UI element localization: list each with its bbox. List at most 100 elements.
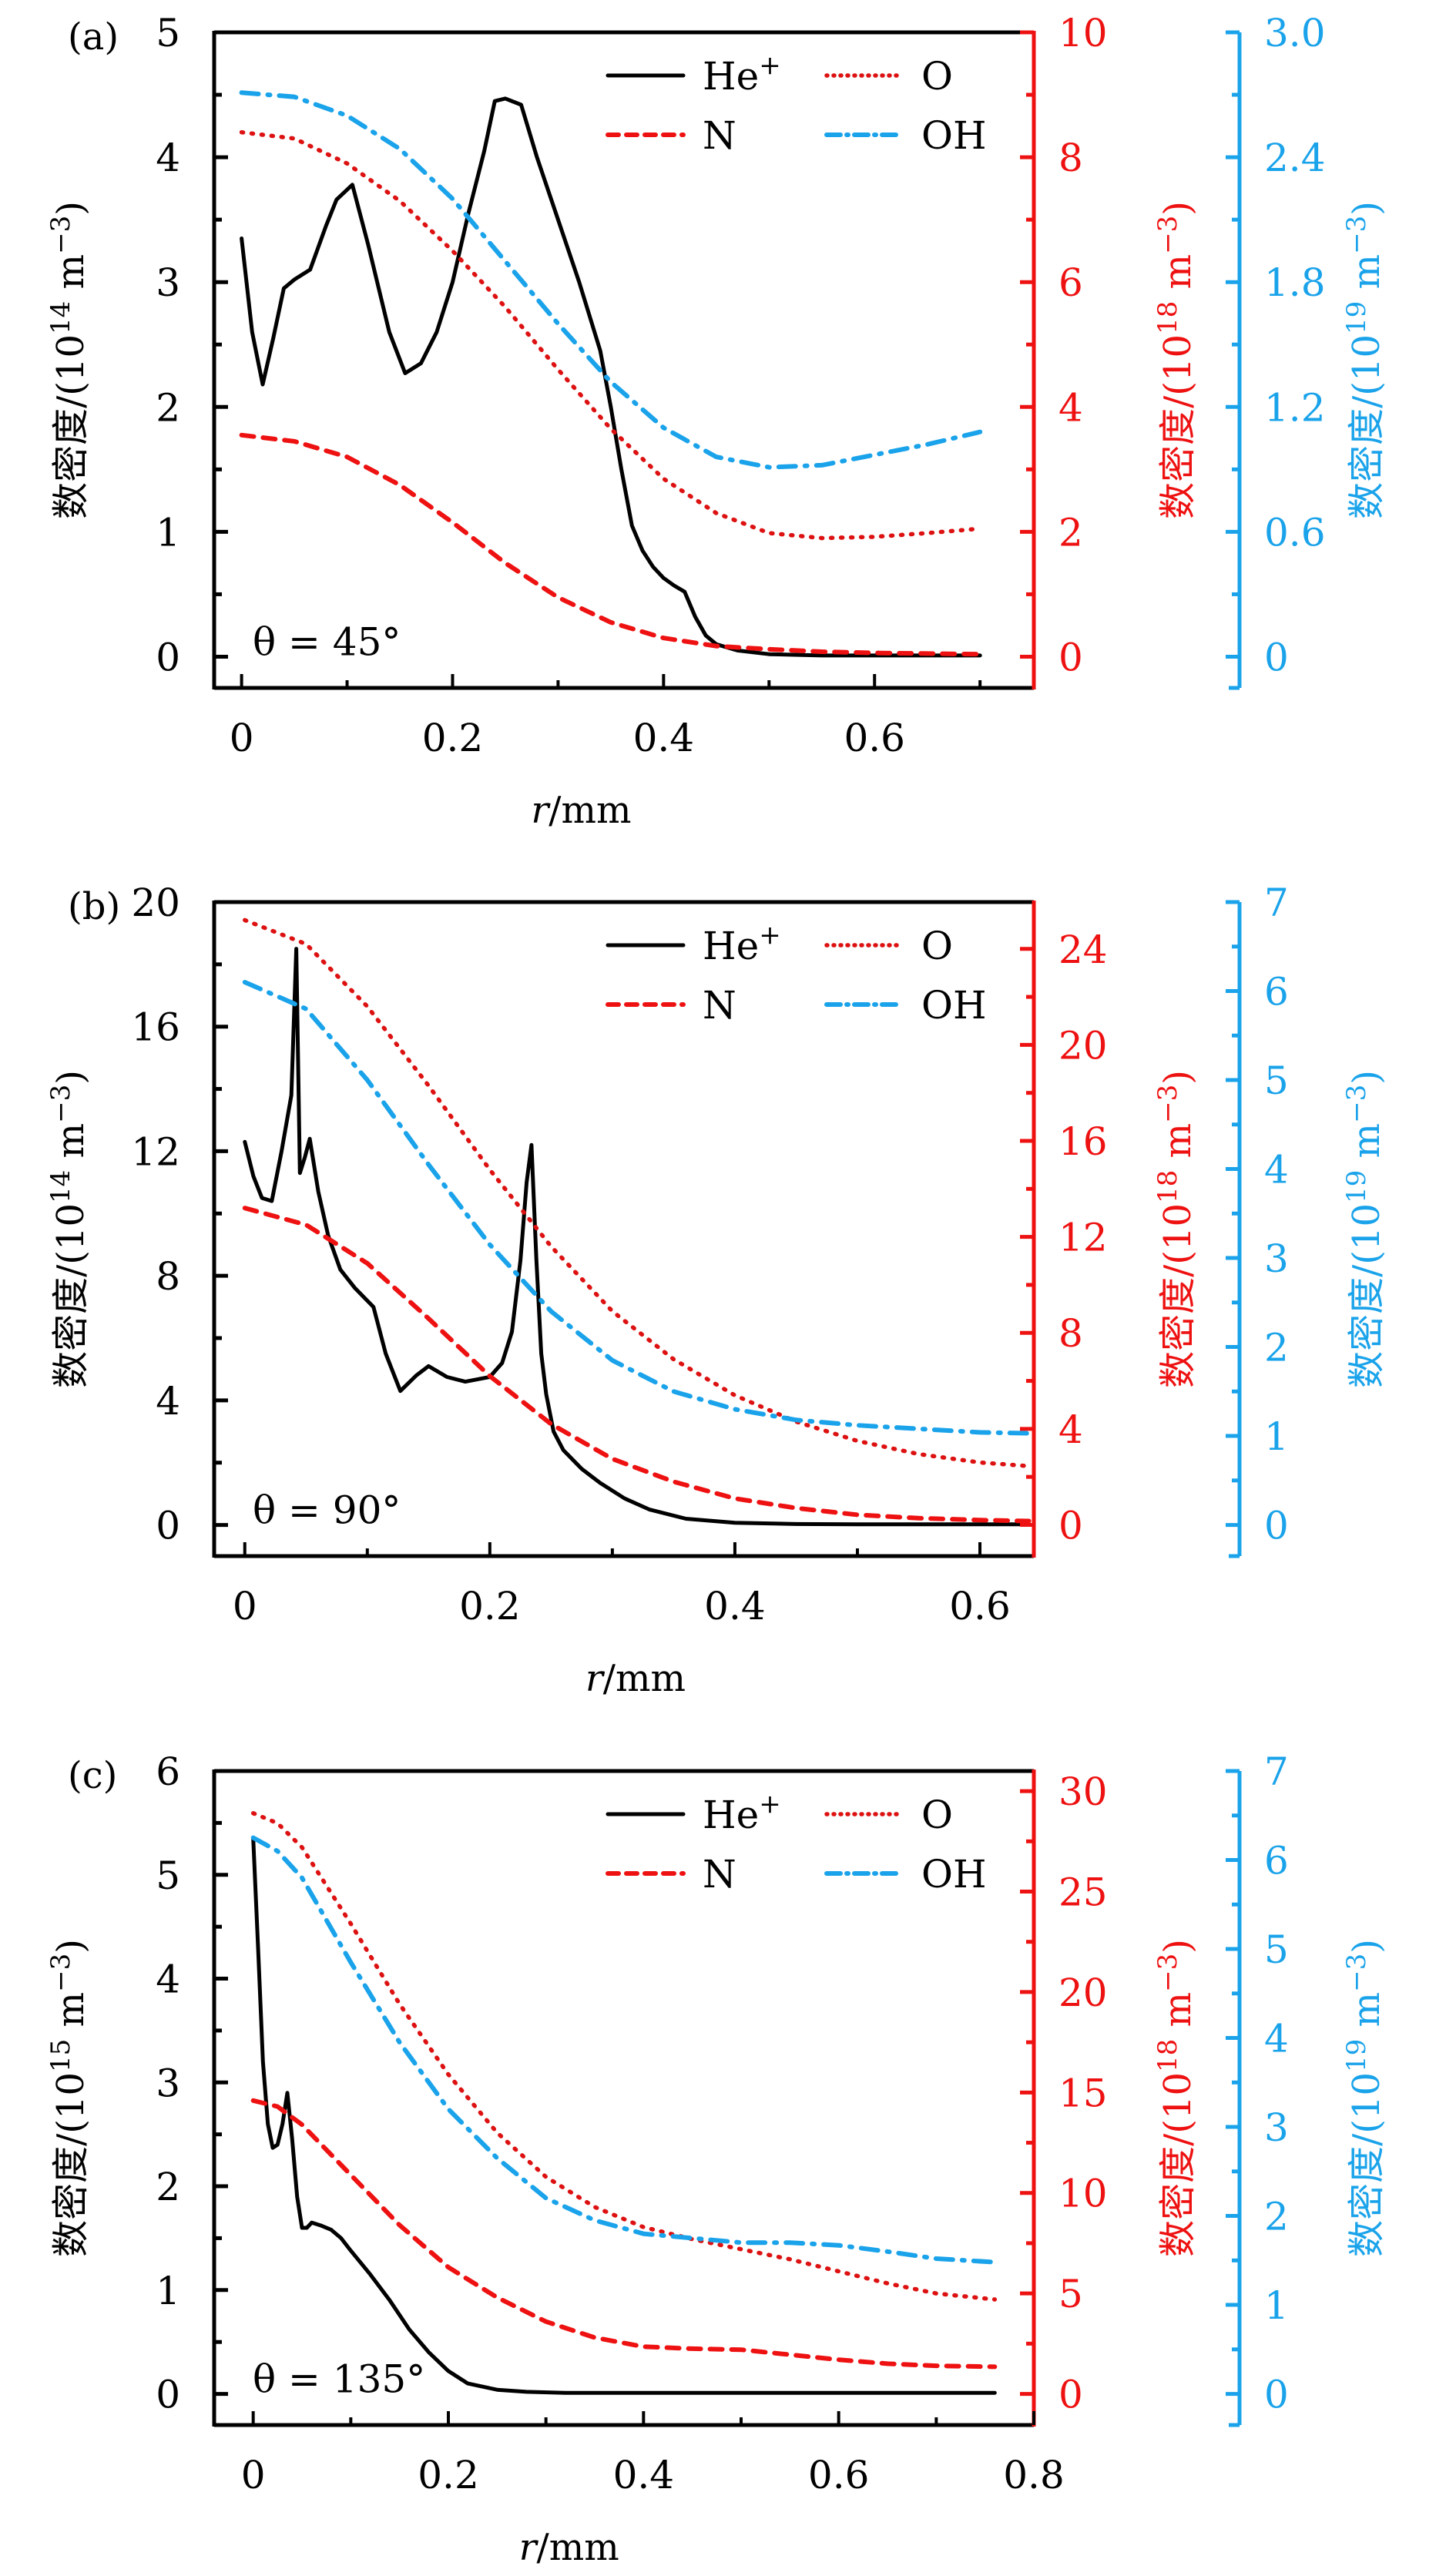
legend-label-o: O bbox=[921, 924, 953, 968]
y-tick-label-left: 16 bbox=[131, 1005, 180, 1050]
y-axis-title-exp: 18 bbox=[1152, 2039, 1183, 2072]
series-group bbox=[239, 90, 983, 658]
y-axis-title-close: ) bbox=[49, 1070, 92, 1085]
x-axis-label-var: r bbox=[519, 2526, 539, 2566]
series-line-n bbox=[239, 432, 983, 657]
y-axis-title-unit: m bbox=[1156, 1992, 1199, 2039]
x-tick-label: 0.6 bbox=[808, 2453, 870, 2497]
x-tick-label: 0.2 bbox=[422, 716, 484, 760]
legend-label-text: OH bbox=[921, 1852, 987, 1897]
y-axis-title-close: ) bbox=[49, 1939, 92, 1954]
y-tick-label-right2: 0 bbox=[1264, 1504, 1289, 1548]
y-axis-title-exp: 14 bbox=[45, 1170, 76, 1203]
y-axis-title-exp: 19 bbox=[1341, 301, 1372, 334]
x-tick-label: 0 bbox=[230, 716, 254, 760]
x-tick-label: 0.4 bbox=[633, 716, 695, 760]
series-line-n bbox=[242, 1206, 1032, 1524]
y-axis-title-exp2: −3 bbox=[1152, 1085, 1183, 1123]
y-tick-label-right2: 2 bbox=[1264, 2195, 1289, 2239]
y-axis-title-main: 数密度/(10 bbox=[1345, 334, 1388, 519]
x-axis-label: r/mm bbox=[585, 1657, 686, 1700]
legend-label-text: He bbox=[703, 54, 759, 99]
y-tick-label-right2: 3 bbox=[1264, 1236, 1289, 1281]
y-tick-label-right2: 5 bbox=[1264, 1927, 1289, 1972]
legend-label-text: N bbox=[703, 113, 736, 158]
y-tick-label-right1: 30 bbox=[1058, 1769, 1108, 1814]
y-tick-label-right2: 7 bbox=[1264, 880, 1289, 925]
y-tick-label-right2: 1.8 bbox=[1264, 260, 1326, 305]
legend-label-he_plus: He+ bbox=[703, 50, 781, 99]
legend-label-text: He bbox=[703, 924, 759, 968]
legend-label-oh: OH bbox=[921, 983, 987, 1028]
y-tick-label-right2: 6 bbox=[1264, 970, 1289, 1015]
y-tick-label-right1: 4 bbox=[1058, 385, 1083, 430]
legend-label-sup: + bbox=[759, 1789, 781, 1820]
y-tick-label-left: 4 bbox=[156, 136, 180, 180]
legend-label-oh: OH bbox=[921, 1852, 987, 1897]
series-line-he_plus bbox=[251, 1836, 997, 2395]
y-tick-label-right1: 24 bbox=[1058, 927, 1108, 972]
y-axis-title-main: 数密度/(10 bbox=[49, 334, 92, 519]
series-group bbox=[242, 917, 1032, 1527]
y-tick-label-right2: 5 bbox=[1264, 1058, 1289, 1103]
panel-label: (a) bbox=[68, 15, 119, 59]
legend-label-he_plus: He+ bbox=[703, 1789, 781, 1837]
y-tick-label-right2: 1 bbox=[1264, 2283, 1289, 2328]
y-tick-label-right2: 4 bbox=[1264, 1148, 1289, 1192]
y-axis-title-close: ) bbox=[1345, 201, 1388, 216]
y-tick-label-right2: 6 bbox=[1264, 1839, 1289, 1883]
x-tick-label: 0.6 bbox=[949, 1584, 1011, 1628]
y-tick-label-right1: 5 bbox=[1058, 2272, 1083, 2316]
x-tick-label: 0.6 bbox=[844, 716, 905, 760]
y-axis-title-main: 数密度/(10 bbox=[1345, 2072, 1388, 2257]
legend-label-sup: + bbox=[759, 920, 781, 951]
y-axis-title-main: 数密度/(10 bbox=[1156, 2072, 1199, 2257]
theta-annotation: θ = 90° bbox=[253, 1488, 401, 1533]
series-line-oh bbox=[250, 1835, 998, 2265]
x-tick-label: 0.4 bbox=[613, 2453, 675, 2497]
series-line-o bbox=[243, 917, 1032, 1468]
panel-label: (c) bbox=[68, 1754, 117, 1797]
legend: He+ O N OH bbox=[606, 920, 987, 1028]
x-tick-label: 0.2 bbox=[459, 1584, 521, 1628]
y-axis-title-close: ) bbox=[1156, 201, 1199, 216]
y-tick-label-left: 4 bbox=[156, 1379, 180, 1424]
y-tick-label-right2: 1.2 bbox=[1264, 385, 1326, 430]
legend-label-text: OH bbox=[921, 983, 987, 1028]
x-axis-label-var: r bbox=[585, 1657, 606, 1700]
legend-label-sup: + bbox=[759, 50, 781, 81]
series-line-oh bbox=[242, 980, 1032, 1436]
y-tick-label-right1: 0 bbox=[1058, 635, 1083, 679]
theta-annotation: θ = 135° bbox=[253, 2357, 425, 2402]
y-tick-label-right1: 0 bbox=[1058, 2373, 1083, 2417]
y-tick-label-left: 12 bbox=[131, 1129, 180, 1174]
y-axis-title-exp: 19 bbox=[1341, 1170, 1372, 1203]
x-axis-label: r/mm bbox=[519, 2526, 619, 2566]
x-tick-label: 0.4 bbox=[704, 1584, 766, 1628]
y-axis-title-left: 数密度/(1015 m−3) bbox=[45, 1939, 92, 2257]
y-axis-title-close: ) bbox=[1156, 1070, 1199, 1085]
y-tick-label-left: 5 bbox=[156, 11, 180, 55]
y-tick-label-left: 2 bbox=[156, 2165, 180, 2209]
series-line-oh bbox=[239, 90, 983, 470]
legend-label-text: He bbox=[703, 1793, 759, 1837]
series-line-n bbox=[250, 2098, 998, 2370]
y-tick-label-left: 5 bbox=[156, 1853, 180, 1898]
y-axis-title-unit: m bbox=[1345, 1123, 1388, 1170]
y-axis-title-main: 数密度/(10 bbox=[49, 2072, 92, 2257]
y-tick-label-right1: 0 bbox=[1058, 1503, 1083, 1548]
y-tick-label-left: 4 bbox=[156, 1957, 180, 2002]
series-group bbox=[250, 1811, 998, 2395]
y-tick-label-left: 0 bbox=[156, 635, 180, 679]
y-tick-label-right2: 4 bbox=[1264, 2017, 1289, 2061]
series-line-he_plus bbox=[243, 947, 1032, 1527]
y-tick-label-right1: 12 bbox=[1058, 1216, 1108, 1260]
legend-label-text: N bbox=[703, 983, 736, 1028]
y-axis-title-unit: m bbox=[1345, 1992, 1388, 2039]
y-tick-label-left: 0 bbox=[156, 2373, 180, 2417]
y-axis-title-exp2: −3 bbox=[1341, 216, 1372, 254]
y-axis-title-exp2: −3 bbox=[1152, 216, 1183, 254]
